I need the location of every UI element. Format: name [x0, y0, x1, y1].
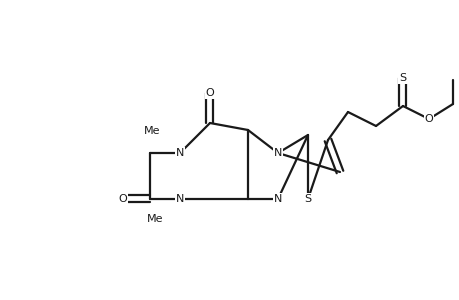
Text: Me: Me — [146, 214, 163, 224]
Text: O: O — [424, 114, 432, 124]
Text: S: S — [304, 194, 311, 204]
Text: N: N — [175, 148, 184, 158]
Text: N: N — [175, 194, 184, 204]
Text: S: S — [398, 73, 406, 83]
Text: O: O — [118, 194, 127, 204]
Text: O: O — [205, 88, 214, 98]
Text: Me: Me — [143, 126, 160, 136]
Text: N: N — [273, 148, 281, 158]
Text: N: N — [273, 194, 281, 204]
